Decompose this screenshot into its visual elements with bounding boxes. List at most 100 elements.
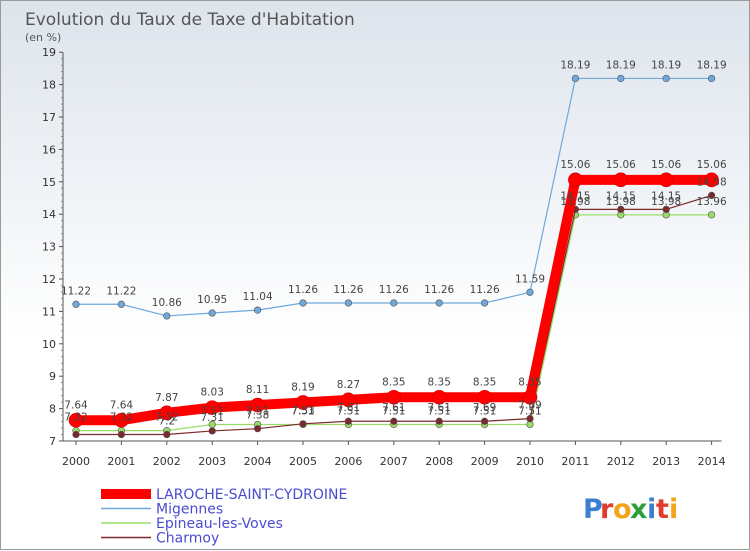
x-tick-label: 2009 — [471, 455, 499, 468]
data-label: 15.06 — [697, 159, 727, 171]
data-point — [435, 299, 443, 307]
data-label: 7.53 — [291, 405, 314, 417]
data-label: 14.15 — [651, 190, 681, 202]
data-point — [481, 299, 489, 307]
x-tick-label: 2001 — [107, 455, 135, 468]
logo-letter: r — [600, 494, 614, 525]
data-point — [477, 389, 492, 405]
x-tick-label: 2008 — [425, 455, 453, 468]
x-tick-label: 2002 — [153, 455, 181, 468]
data-point — [707, 211, 716, 219]
data-label: 18.19 — [560, 59, 590, 71]
data-point — [72, 430, 80, 439]
data-point — [254, 306, 262, 314]
data-label: 18.19 — [651, 59, 681, 71]
data-point — [613, 172, 629, 188]
data-label: 10.95 — [197, 294, 227, 306]
legend-label: Charmoy — [156, 531, 219, 547]
data-label: 7.69 — [473, 402, 496, 414]
data-point — [344, 299, 353, 307]
data-label: 7.64 — [110, 399, 134, 411]
data-point — [341, 392, 356, 408]
data-point — [617, 74, 625, 83]
data-label: 11.26 — [470, 284, 500, 296]
x-tick-label: 2006 — [334, 455, 362, 468]
logo-letter: i — [647, 494, 656, 525]
data-label: 7.32 — [155, 412, 178, 424]
x-tick-label: 2000 — [62, 455, 90, 468]
data-point — [617, 205, 625, 213]
data-label: 14.15 — [560, 190, 590, 202]
data-point — [117, 430, 125, 439]
data-point — [526, 288, 534, 296]
x-tick-label: 2011 — [561, 455, 589, 468]
data-label: 8.03 — [201, 387, 224, 399]
data-label: 7.51 — [428, 405, 451, 417]
data-label: 7.51 — [382, 405, 405, 417]
logo-letter: o — [613, 494, 632, 525]
data-point — [344, 417, 353, 425]
y-tick-label: 19 — [42, 46, 56, 59]
data-label: 8.35 — [473, 376, 496, 388]
data-label: 8.35 — [518, 376, 541, 388]
y-tick-label: 18 — [42, 79, 56, 92]
data-label: 14.58 — [697, 176, 727, 188]
data-label: 7.61 — [337, 402, 360, 414]
data-label: 18.19 — [606, 59, 636, 71]
data-label: 15.06 — [606, 159, 636, 171]
x-tick-label: 2004 — [244, 455, 272, 468]
data-label: 11.26 — [333, 284, 363, 296]
data-label: 7.51 — [246, 405, 269, 417]
x-tick-label: 2003 — [198, 455, 226, 468]
data-point — [658, 172, 674, 188]
data-point — [159, 405, 175, 421]
axes: 7 8 9 10 11 12 13 14 15 16 17 18 19 2000 2001 2002 2003 2… — [42, 46, 726, 468]
data-point — [204, 400, 220, 415]
data-point — [568, 172, 583, 188]
data-label: 11.26 — [288, 284, 318, 296]
data-label: 7.2 — [158, 416, 175, 428]
data-label: 7.38 — [246, 410, 269, 422]
logo-letter: i — [669, 494, 678, 525]
chart-title: Evolution du Taux de Taxe d'Habitation — [25, 10, 355, 30]
data-label: 8.19 — [291, 381, 314, 393]
data-label: 8.11 — [246, 384, 269, 396]
data-label: 7.51 — [518, 405, 541, 417]
data-point — [707, 74, 716, 83]
data-label: 7.51 — [201, 405, 224, 417]
data-label: 7.61 — [428, 402, 451, 414]
data-point — [163, 312, 171, 320]
x-tick-label: 2014 — [698, 455, 726, 468]
data-point — [481, 417, 489, 425]
data-point — [704, 172, 719, 188]
data-point — [431, 389, 447, 405]
data-label: 7.69 — [518, 400, 541, 412]
data-point — [208, 309, 216, 317]
data-label: 15.06 — [651, 159, 681, 171]
data-label: 7.61 — [382, 402, 405, 414]
data-point — [117, 300, 125, 308]
data-point — [435, 417, 443, 425]
data-label: 11.26 — [379, 284, 409, 296]
x-tick-label: 2012 — [607, 455, 635, 468]
legend-label: Epineau-les-Voves — [156, 516, 283, 532]
data-point — [390, 299, 398, 307]
data-point — [299, 299, 307, 307]
data-label: 10.86 — [152, 297, 182, 309]
data-point — [571, 74, 580, 83]
data-label: 7.51 — [291, 405, 314, 417]
series-layer — [68, 74, 719, 439]
y-tick-label: 14 — [42, 208, 56, 221]
legend-label: Migennes — [156, 502, 223, 518]
data-point — [386, 389, 402, 405]
logo-letter: P — [583, 494, 603, 525]
data-label: 7.51 — [473, 405, 496, 417]
legend: LAROCHE-SAINT-CYDROINEMigennesEpineau-le… — [101, 487, 347, 547]
data-label: 11.59 — [515, 273, 545, 285]
data-label: 7.32 — [110, 412, 133, 424]
data-point — [662, 205, 670, 213]
y-tick-label: 9 — [49, 370, 56, 383]
data-label: 7.32 — [64, 412, 87, 424]
data-point — [254, 425, 262, 433]
